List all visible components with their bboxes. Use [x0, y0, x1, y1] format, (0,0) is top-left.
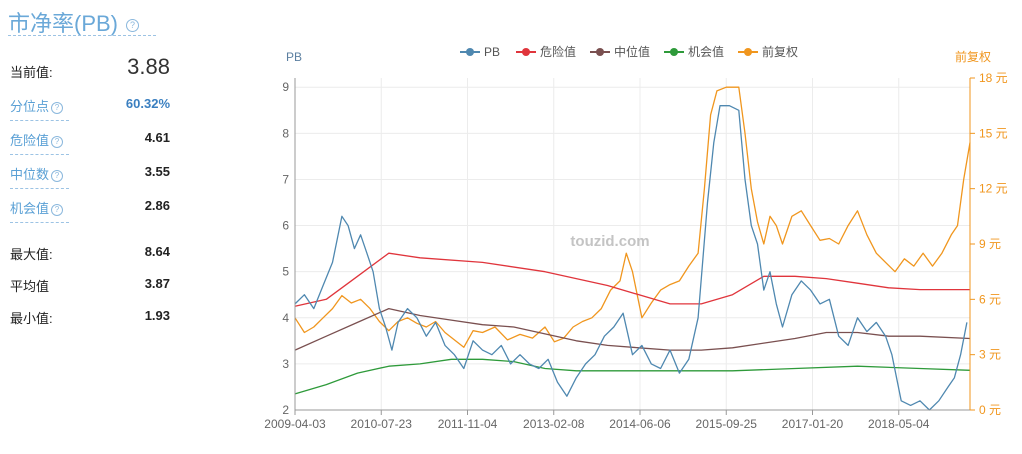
y-right-tick-label: 18 元	[979, 71, 1008, 85]
help-icon[interactable]: ?	[51, 135, 64, 148]
legend-label: 机会值	[688, 44, 724, 59]
stat-min: 最小值: 1.93	[10, 304, 170, 328]
watermark: touzid.com	[570, 233, 649, 250]
stat-value: 2.86	[144, 198, 170, 213]
y-left-tick-label: 6	[282, 219, 289, 233]
legend-label: 前复权	[762, 44, 798, 59]
legend-label: PB	[484, 45, 500, 59]
stat-chance: 机会值? 2.86	[10, 194, 170, 223]
stat-label-link[interactable]: 中位数?	[10, 164, 70, 189]
help-icon[interactable]: ?	[51, 101, 64, 114]
stat-label: 平均值	[10, 279, 50, 294]
stat-label: 当前值:	[10, 65, 53, 80]
y-left-tick-label: 4	[282, 311, 289, 325]
legend-label: 危险值	[540, 44, 576, 59]
stat-label-link[interactable]: 机会值?	[10, 198, 70, 223]
y-left-axis-label: PB	[286, 50, 302, 64]
y-left-tick-label: 2	[282, 403, 289, 417]
legend-swatch-dot[interactable]	[466, 48, 474, 56]
x-tick-label: 2017-01-20	[782, 417, 844, 431]
stat-value: 3.88	[127, 54, 170, 79]
x-tick-label: 2015-09-25	[696, 417, 758, 431]
title-underline	[8, 35, 156, 36]
stat-label-link[interactable]: 分位点?	[10, 96, 70, 121]
x-tick-label: 2013-02-08	[523, 417, 585, 431]
y-right-tick-label: 15 元	[979, 126, 1008, 140]
y-right-tick-label: 12 元	[979, 182, 1008, 196]
y-left-tick-label: 5	[282, 265, 289, 279]
pb-stats-panel: 市净率(PB)? 当前值: 3.88 分位点? 60.32% 危险值? 4.61…	[0, 0, 200, 454]
y-left-tick-label: 9	[282, 80, 289, 94]
stat-label: 最大值:	[10, 247, 53, 262]
help-icon[interactable]: ?	[51, 203, 64, 216]
series-line-danger	[294, 252, 970, 307]
stat-percentile: 分位点? 60.32%	[10, 92, 170, 121]
x-tick-label: 2014-06-06	[609, 417, 671, 431]
stat-value: 3.87	[144, 276, 170, 291]
legend-swatch-dot[interactable]	[744, 48, 752, 56]
x-tick-label: 2011-11-04	[438, 417, 498, 431]
series-line-chance	[294, 358, 971, 395]
series-line-pb	[294, 105, 968, 411]
stat-label-link[interactable]: 危险值?	[10, 130, 70, 155]
legend-swatch-dot[interactable]	[670, 48, 678, 56]
stat-value: 60.32%	[125, 96, 170, 111]
y-right-tick-label: 6 元	[979, 292, 1001, 306]
x-tick-label: 2010-07-23	[351, 417, 413, 431]
chart-axes: 2 3 4 5 6 7 8 9 0 元 3 元 6 元 9 元 12 元 15 元 18 元 2009-04-…	[264, 49, 1007, 431]
y-right-tick-label: 9 元	[979, 237, 1001, 251]
chart-legend[interactable]: PB 危险值 中位值 机会值 前复权	[460, 44, 798, 59]
stat-max: 最大值: 8.64	[10, 240, 170, 264]
stat-value: 3.55	[144, 164, 170, 179]
x-tick-label: 2018-05-04	[868, 417, 930, 431]
y-left-tick-label: 7	[282, 172, 289, 186]
chart-series	[294, 86, 971, 411]
legend-swatch-dot[interactable]	[522, 48, 530, 56]
help-icon[interactable]: ?	[51, 169, 64, 182]
stat-value: 8.64	[144, 244, 170, 259]
y-right-tick-label: 3 元	[979, 348, 1001, 362]
x-tick-label: 2009-04-03	[264, 417, 326, 431]
stat-current: 当前值: 3.88	[10, 54, 170, 82]
stat-value: 1.93	[144, 308, 170, 323]
page-title: 市净率(PB)?	[8, 6, 140, 38]
stat-median: 中位数? 3.55	[10, 160, 170, 189]
legend-label: 中位值	[614, 44, 650, 59]
legend-swatch-dot[interactable]	[596, 48, 604, 56]
stat-label: 最小值:	[10, 311, 53, 326]
stat-value: 4.61	[144, 130, 170, 145]
y-right-axis-label: 前复权	[955, 49, 991, 64]
y-right-tick-label: 0 元	[979, 403, 1001, 417]
y-left-tick-label: 8	[282, 126, 289, 140]
help-icon[interactable]: ?	[126, 18, 140, 32]
series-line-price	[294, 86, 971, 348]
stat-danger: 危险值? 4.61	[10, 126, 170, 155]
y-left-tick-label: 3	[282, 357, 289, 371]
stat-average: 平均值 3.87	[10, 272, 170, 296]
